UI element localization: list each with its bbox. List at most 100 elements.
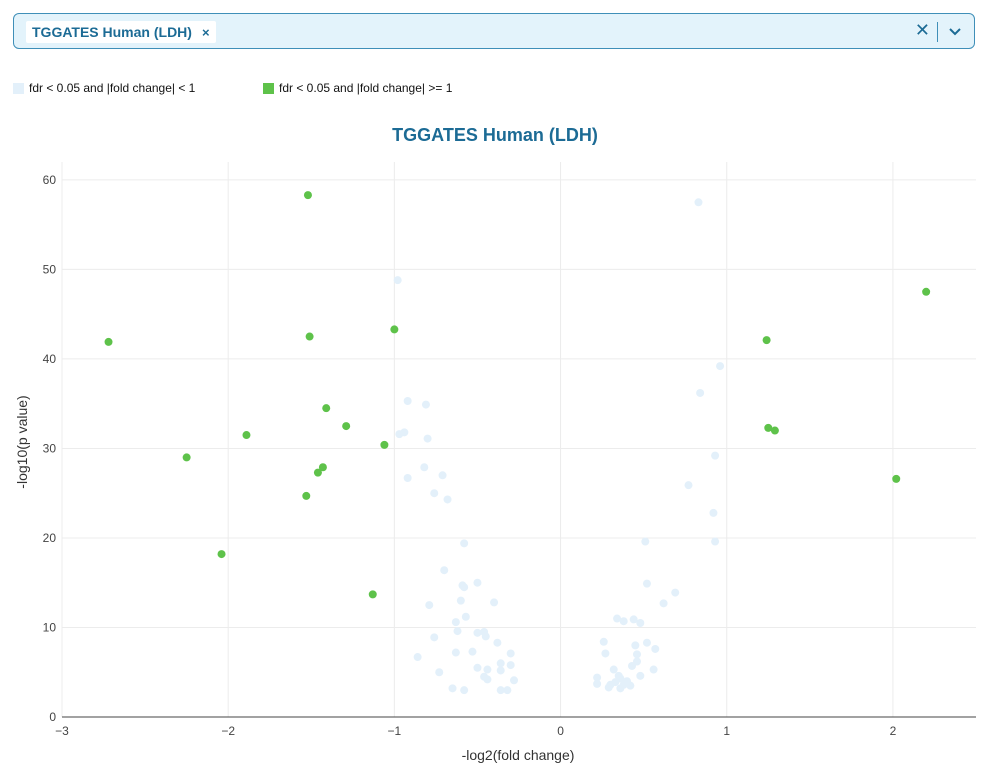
data-point-small-fold[interactable] <box>510 676 519 685</box>
data-point-small-fold[interactable] <box>438 471 447 480</box>
data-point-small-fold[interactable] <box>483 665 492 674</box>
data-point-small-fold[interactable] <box>609 665 618 674</box>
data-point-small-fold[interactable] <box>400 428 409 437</box>
data-point-small-fold[interactable] <box>435 668 444 677</box>
data-point-large-fold[interactable] <box>390 325 399 334</box>
data-point-small-fold[interactable] <box>641 537 650 546</box>
data-point-small-fold[interactable] <box>448 684 457 693</box>
data-point-small-fold[interactable] <box>423 434 432 443</box>
data-point-small-fold[interactable] <box>393 276 402 285</box>
data-point-small-fold[interactable] <box>601 649 610 658</box>
data-point-small-fold[interactable] <box>613 614 622 623</box>
data-point-large-fold[interactable] <box>922 287 931 296</box>
y-tick-label: 10 <box>43 620 57 634</box>
data-point-small-fold[interactable] <box>456 596 465 605</box>
data-point-small-fold[interactable] <box>711 537 720 546</box>
data-point-small-fold[interactable] <box>616 684 625 693</box>
data-point-large-fold[interactable] <box>380 440 389 449</box>
data-point-small-fold[interactable] <box>430 633 439 642</box>
data-point-small-fold[interactable] <box>628 661 637 670</box>
data-point-small-fold[interactable] <box>496 686 505 695</box>
data-point-small-fold[interactable] <box>460 686 469 695</box>
data-point-large-fold[interactable] <box>242 431 251 440</box>
clear-icon[interactable]: ✕ <box>914 20 930 40</box>
data-point-small-fold[interactable] <box>599 637 608 646</box>
selected-chip-label: TGGATES Human (LDH) <box>32 24 192 40</box>
data-point-small-fold[interactable] <box>632 650 641 659</box>
data-point-small-fold[interactable] <box>694 198 703 207</box>
data-point-large-fold[interactable] <box>342 422 351 431</box>
data-point-small-fold[interactable] <box>716 362 725 371</box>
data-point-large-fold[interactable] <box>318 463 327 472</box>
data-point-large-fold[interactable] <box>303 191 312 200</box>
data-point-small-fold[interactable] <box>493 638 502 647</box>
data-point-small-fold[interactable] <box>606 680 615 689</box>
data-point-small-fold[interactable] <box>614 671 623 680</box>
data-point-small-fold[interactable] <box>506 661 515 670</box>
data-point-large-fold[interactable] <box>368 590 377 599</box>
data-point-small-fold[interactable] <box>430 489 439 498</box>
data-point-small-fold[interactable] <box>481 632 490 641</box>
data-point-small-fold[interactable] <box>490 598 499 607</box>
data-point-small-fold[interactable] <box>593 673 602 682</box>
data-point-small-fold[interactable] <box>506 649 515 658</box>
data-point-small-fold[interactable] <box>496 659 505 668</box>
data-point-small-fold[interactable] <box>460 539 469 548</box>
data-point-small-fold[interactable] <box>451 618 460 627</box>
data-point-small-fold[interactable] <box>451 648 460 657</box>
data-point-large-fold[interactable] <box>305 332 314 341</box>
data-point-small-fold[interactable] <box>626 681 635 690</box>
data-point-small-fold[interactable] <box>636 671 645 680</box>
data-point-small-fold[interactable] <box>649 665 658 674</box>
data-point-small-fold[interactable] <box>483 675 492 684</box>
selected-chip: TGGATES Human (LDH) × <box>26 21 216 43</box>
data-point-small-fold[interactable] <box>461 612 470 621</box>
data-point-large-fold[interactable] <box>313 468 322 477</box>
data-point-small-fold[interactable] <box>642 579 651 588</box>
data-point-small-fold[interactable] <box>659 599 668 608</box>
data-point-large-fold[interactable] <box>182 453 191 462</box>
chip-remove-icon[interactable]: × <box>201 24 210 40</box>
data-point-large-fold[interactable] <box>302 491 311 500</box>
data-point-small-fold[interactable] <box>619 617 628 626</box>
data-point-small-fold[interactable] <box>453 627 462 636</box>
data-point-small-fold[interactable] <box>413 653 422 662</box>
data-point-small-fold[interactable] <box>684 481 693 490</box>
chevron-down-icon[interactable] <box>946 23 964 41</box>
data-point-large-fold[interactable] <box>892 474 901 483</box>
data-point-small-fold[interactable] <box>443 495 452 504</box>
data-point-large-fold[interactable] <box>764 423 773 432</box>
data-point-small-fold[interactable] <box>593 679 602 688</box>
dataset-select[interactable]: TGGATES Human (LDH) × ✕ <box>13 13 975 49</box>
data-point-small-fold[interactable] <box>709 508 718 517</box>
data-point-small-fold[interactable] <box>421 400 430 409</box>
legend-item-large-fold[interactable]: fdr < 0.05 and |fold change| >= 1 <box>263 81 452 95</box>
data-point-small-fold[interactable] <box>425 601 434 610</box>
data-point-large-fold[interactable] <box>104 337 113 346</box>
data-point-small-fold[interactable] <box>403 397 412 406</box>
data-point-small-fold[interactable] <box>420 463 429 472</box>
data-point-large-fold[interactable] <box>322 404 331 413</box>
data-point-small-fold[interactable] <box>496 666 505 675</box>
data-point-small-fold[interactable] <box>711 451 720 460</box>
data-point-small-fold[interactable] <box>636 619 645 628</box>
legend-label: fdr < 0.05 and |fold change| >= 1 <box>279 81 453 95</box>
data-point-small-fold[interactable] <box>651 644 660 653</box>
data-point-small-fold[interactable] <box>473 578 482 587</box>
data-point-small-fold[interactable] <box>642 638 651 647</box>
data-point-large-fold[interactable] <box>762 336 771 345</box>
data-point-small-fold[interactable] <box>460 583 469 592</box>
data-point-small-fold[interactable] <box>403 473 412 482</box>
data-point-large-fold[interactable] <box>217 550 226 559</box>
data-point-small-fold[interactable] <box>696 388 705 397</box>
data-point-small-fold[interactable] <box>473 663 482 672</box>
data-point-small-fold[interactable] <box>631 641 640 650</box>
data-point-large-fold[interactable] <box>770 426 779 435</box>
data-point-small-fold[interactable] <box>629 615 638 624</box>
data-point-small-fold[interactable] <box>671 588 680 597</box>
data-point-small-fold[interactable] <box>440 566 449 575</box>
data-point-small-fold[interactable] <box>473 628 482 637</box>
data-point-small-fold[interactable] <box>503 686 512 695</box>
legend-item-small-fold[interactable]: fdr < 0.05 and |fold change| < 1 <box>13 81 195 95</box>
data-point-small-fold[interactable] <box>468 647 477 656</box>
